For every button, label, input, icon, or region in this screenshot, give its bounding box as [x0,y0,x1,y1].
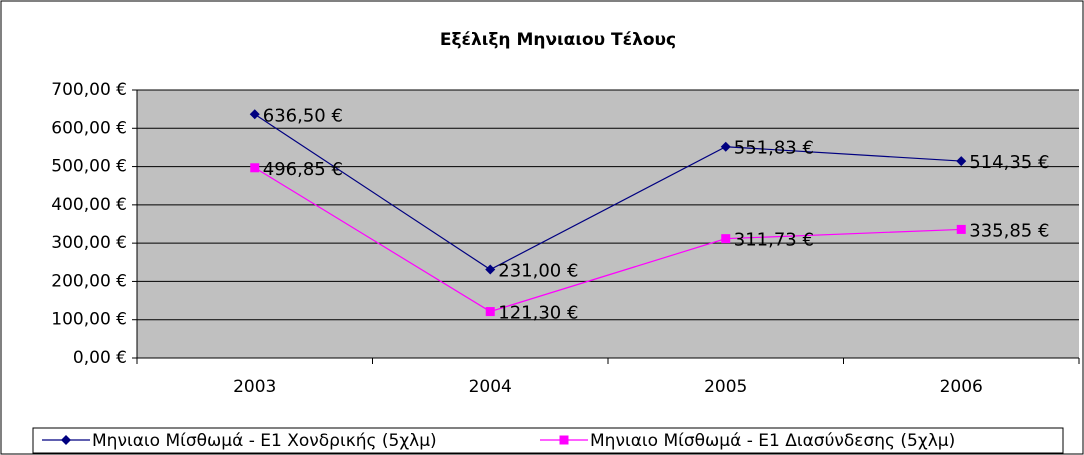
data-label: 496,85 € [263,159,343,180]
marker [485,307,495,317]
x-tick-label: 2003 [233,377,276,397]
marker [721,234,731,244]
marker [956,224,966,234]
legend-label: Μηνιαιο Μίσθωμά - Ε1 Διασύνδεσης (5χλμ) [590,431,955,451]
series-line [254,113,962,271]
legend-label: Μηνιαιο Μίσθωμά - Ε1 Χονδρικής (5χλμ) [92,431,437,451]
marker [956,156,967,167]
legend-marker [559,435,569,445]
marker [249,109,260,120]
data-label: 121,30 € [498,303,578,324]
data-label: 514,35 € [969,152,1049,173]
data-label: 551,83 € [734,138,814,159]
marker [250,163,260,173]
y-tick-label: 600,00 € [51,118,127,138]
x-tick-label: 2005 [704,377,747,397]
data-label: 636,50 € [263,105,343,126]
y-tick-label: 200,00 € [51,271,127,291]
x-tick-label: 2004 [469,377,512,397]
y-tick-label: 400,00 € [51,195,127,215]
y-tick-label: 300,00 € [51,233,127,253]
x-tick-label: 2006 [940,377,983,397]
marker [485,264,496,275]
legend-marker [61,435,71,445]
data-label: 335,85 € [969,220,1049,241]
series-line [254,167,962,313]
marker [720,141,731,152]
plot-area [137,90,1079,358]
y-tick-label: 500,00 € [51,157,127,177]
data-label: 231,00 € [498,261,578,282]
y-tick-label: 700,00 € [51,80,127,100]
y-tick-label: 0,00 € [73,348,127,368]
chart-title: Εξέλιξη Μηνιαιου Τέλους [440,30,676,50]
y-tick-label: 100,00 € [51,310,127,330]
data-label: 311,73 € [734,230,814,251]
